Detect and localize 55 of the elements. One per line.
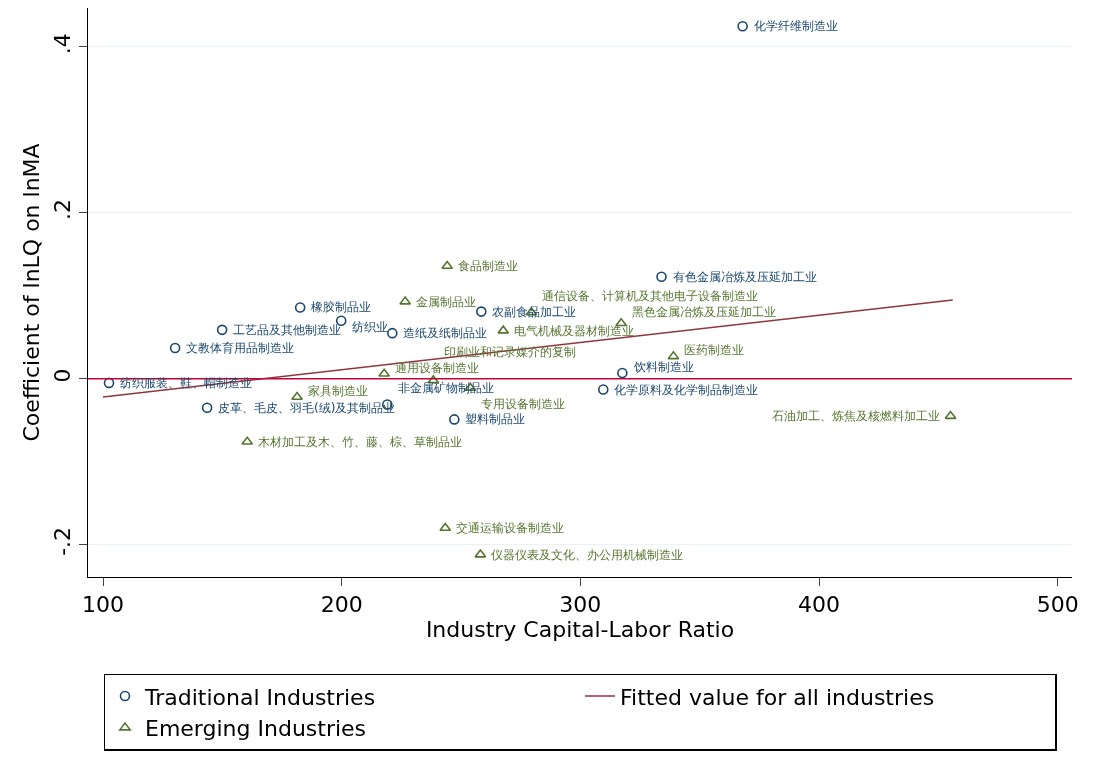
- annotation: 有色金属冶炼及压延加工业: [673, 270, 817, 284]
- point: [476, 306, 487, 317]
- annotation: 医药制造业: [684, 343, 744, 357]
- x-tick-label: 500: [1036, 592, 1079, 618]
- annotation: 饮料制造业: [633, 360, 694, 374]
- legend-label: Emerging Industries: [145, 716, 367, 742]
- point: [169, 342, 181, 354]
- x-tick-label: 200: [320, 592, 363, 618]
- y-tick-label: .4: [50, 33, 76, 55]
- annotation: 通信设备、计算机及其他电子设备制造业: [542, 289, 758, 303]
- annotation: 塑料制品业: [465, 412, 525, 426]
- x-tick-label: 300: [559, 592, 602, 618]
- y-tick-label: -.2: [50, 526, 76, 556]
- x-axis-title: Industry Capital-Labor Ratio: [425, 617, 735, 643]
- point: [597, 384, 609, 395]
- legend-label: Traditional Industries: [144, 684, 376, 710]
- point: [656, 271, 667, 283]
- annotation: 橡胶制品业: [311, 300, 371, 314]
- point: [291, 391, 304, 401]
- point: [617, 367, 628, 379]
- y-tick-label: 0: [50, 368, 76, 383]
- annotation: 文教体育用品制造业: [186, 341, 294, 355]
- point: [944, 410, 957, 420]
- point: [216, 324, 228, 336]
- point: [737, 20, 748, 32]
- annotation: 家具制造业: [308, 384, 368, 398]
- point: [335, 315, 347, 326]
- annotation: 造纸及纸制品业: [403, 326, 487, 340]
- annotation: 电气机械及器材制造业: [514, 324, 634, 338]
- point: [103, 377, 115, 389]
- annotation: 石油加工、炼焦及核燃料加工业: [772, 409, 940, 423]
- annotation: 纺织业: [352, 320, 388, 334]
- y-axis-title: Coefficient of lnLQ on lnMA: [19, 143, 44, 442]
- x-tick-label: 400: [798, 592, 841, 618]
- annotation: 金属制品业: [416, 295, 476, 309]
- point: [386, 327, 398, 339]
- point: [449, 414, 460, 425]
- annotation: 交通运输设备制造业: [456, 521, 564, 535]
- legend-label: Fitted value for all industries: [620, 684, 935, 710]
- annotation: 黑色金属冶炼及压延加工业: [632, 305, 776, 319]
- point: [441, 260, 454, 270]
- annotation: 非金属矿物制品业: [398, 381, 494, 395]
- y-tick-label: .2: [50, 199, 76, 221]
- point: [439, 522, 452, 532]
- annotation: 化学原料及化学制品制造业: [614, 383, 758, 397]
- annotation: 专用设备制造业: [481, 397, 565, 411]
- x-tick-label: 100: [82, 592, 125, 618]
- annotation: 食品制造业: [458, 259, 518, 273]
- point: [294, 302, 306, 313]
- annotation: 工艺品及其他制造业: [233, 323, 341, 337]
- annotation: 木材加工及木、竹、藤、棕、草制品业: [258, 435, 462, 449]
- annotation: 仪器仪表及文化、办公用机械制造业: [491, 548, 683, 562]
- point: [201, 402, 213, 414]
- annotation: 化学纤维制造业: [754, 19, 838, 33]
- annotation: 通用设备制造业: [395, 361, 479, 375]
